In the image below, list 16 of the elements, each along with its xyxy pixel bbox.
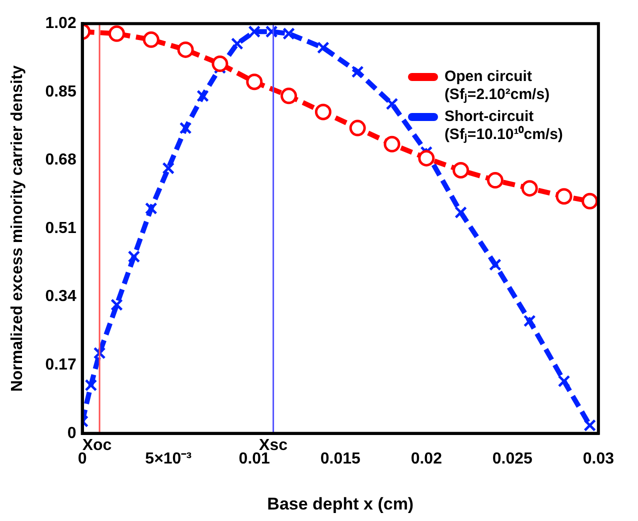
y-tick-label: 0.85 bbox=[45, 83, 76, 100]
x-axis-title: Base depht x (cm) bbox=[267, 494, 414, 514]
x-tick-label: 0.025 bbox=[492, 450, 533, 468]
y-tick-label: 0.68 bbox=[45, 152, 76, 169]
y-tick-label: 0.34 bbox=[45, 288, 76, 306]
x-tick-label: 0.03 bbox=[582, 450, 614, 468]
legend-label: Open circuit (Sfⱼ=2.10²cm/s) bbox=[444, 68, 551, 104]
y-axis-title: Normalized excess minority carrier density bbox=[9, 65, 26, 392]
legend-label: Short-circuit (Sfⱼ=10.10¹⁰cm/s) bbox=[444, 108, 564, 144]
y-tick-label: 0.17 bbox=[45, 356, 76, 374]
y-tick-label: 0 bbox=[67, 424, 76, 442]
x-tick-label: 5×10⁻³ bbox=[145, 450, 192, 468]
x-tick-label: 0.02 bbox=[410, 450, 442, 468]
y-tick-label: 0.51 bbox=[45, 220, 76, 237]
y-tick-label: 1.02 bbox=[45, 15, 76, 32]
x-tick-label: 0.015 bbox=[320, 450, 360, 468]
